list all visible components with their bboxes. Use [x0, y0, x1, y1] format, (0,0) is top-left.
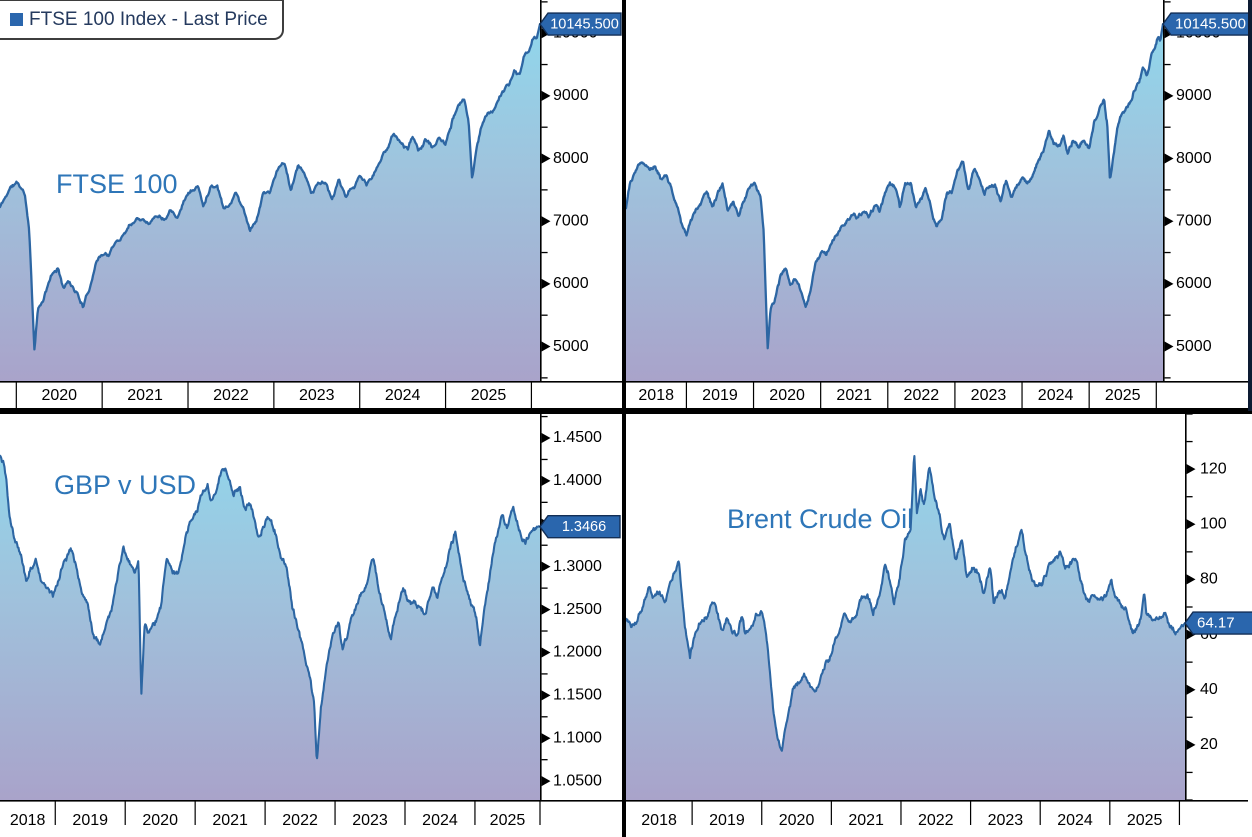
svg-text:2019: 2019 — [702, 387, 738, 404]
svg-text:20: 20 — [1200, 736, 1218, 753]
x-axis: 2018 2019 2020 2021 2022 2023 2024 2025 — [626, 381, 1248, 408]
ftse-100-chart-left[interactable]: FTSE 10050006000700080009000100002020202… — [0, 0, 622, 408]
legend-label: FTSE 100 Index - Last Price — [29, 8, 268, 30]
svg-text:2021: 2021 — [836, 387, 872, 404]
svg-text:2020: 2020 — [769, 387, 805, 404]
chart-title: FTSE 100 — [56, 169, 178, 199]
last-price-badge: 64.17 — [1184, 611, 1252, 635]
svg-text:40: 40 — [1200, 681, 1218, 698]
price-line — [626, 454, 1185, 752]
y-axis: 20406080100120 — [1185, 413, 1227, 801]
svg-text:2022: 2022 — [213, 387, 249, 404]
chart-title: Brent Crude Oil — [727, 504, 913, 534]
svg-text:100: 100 — [1200, 516, 1227, 533]
legend-series-marker-icon — [10, 13, 23, 26]
panel-divider-vertical — [622, 0, 626, 837]
svg-text:1.0500: 1.0500 — [553, 772, 602, 789]
svg-text:10145.500: 10145.500 — [1175, 16, 1246, 33]
svg-text:2019: 2019 — [709, 812, 745, 829]
svg-text:2024: 2024 — [1057, 812, 1093, 829]
x-axis: 2018 2019 2020 2021 2022 2023 2024 2025 — [626, 800, 1248, 829]
svg-text:2023: 2023 — [352, 812, 388, 829]
svg-text:7000: 7000 — [1176, 212, 1212, 229]
svg-text:2025: 2025 — [1105, 387, 1141, 404]
svg-text:1.1500: 1.1500 — [553, 687, 602, 704]
svg-text:7000: 7000 — [553, 212, 589, 229]
svg-text:2023: 2023 — [971, 387, 1007, 404]
svg-text:2021: 2021 — [848, 812, 884, 829]
svg-text:6000: 6000 — [553, 275, 589, 292]
area-fill — [626, 24, 1163, 381]
svg-text:2025: 2025 — [471, 387, 507, 404]
svg-text:2022: 2022 — [918, 812, 954, 829]
svg-text:2024: 2024 — [1038, 387, 1074, 404]
svg-text:6000: 6000 — [1176, 275, 1212, 292]
svg-text:80: 80 — [1200, 571, 1218, 588]
price-line — [0, 454, 540, 760]
svg-text:1.3000: 1.3000 — [553, 558, 602, 575]
y-axis: 1.05001.10001.15001.20001.25001.30001.35… — [540, 414, 602, 800]
svg-text:2020: 2020 — [142, 812, 178, 829]
svg-text:2024: 2024 — [422, 812, 458, 829]
svg-text:8000: 8000 — [553, 150, 589, 167]
area-fill — [0, 455, 540, 800]
svg-text:1.3466: 1.3466 — [562, 519, 606, 535]
svg-text:1.4000: 1.4000 — [553, 472, 602, 489]
panel-divider-horizontal — [0, 408, 1252, 414]
svg-text:2024: 2024 — [385, 387, 421, 404]
y-axis: 5000600070008000900010000 — [1163, 0, 1221, 381]
svg-text:9000: 9000 — [1176, 87, 1212, 104]
svg-text:120: 120 — [1200, 460, 1227, 477]
area-fill — [0, 24, 540, 381]
svg-text:64.17: 64.17 — [1197, 615, 1235, 632]
last-price-badge: 1.3466 — [539, 515, 621, 539]
y-axis: 5000600070008000900010000 — [540, 0, 598, 381]
svg-text:2020: 2020 — [41, 387, 77, 404]
ftse-100-chart-right[interactable]: 5000600070008000900010000201820192020202… — [626, 0, 1252, 408]
legend-box[interactable]: FTSE 100 Index - Last Price — [0, 0, 284, 40]
x-axis: 2018 2019 2020 2021 2022 2023 2024 2025 — [0, 800, 622, 829]
svg-text:1.4500: 1.4500 — [553, 429, 602, 446]
svg-text:2019: 2019 — [72, 812, 108, 829]
svg-text:2025: 2025 — [490, 812, 526, 829]
window-edge — [1248, 0, 1252, 411]
svg-text:2022: 2022 — [904, 387, 940, 404]
svg-text:1.1000: 1.1000 — [553, 729, 602, 746]
svg-text:2023: 2023 — [988, 812, 1024, 829]
svg-text:8000: 8000 — [1176, 150, 1212, 167]
svg-text:5000: 5000 — [1176, 338, 1212, 355]
svg-text:1.2000: 1.2000 — [553, 644, 602, 661]
last-price-badge: 10145.500 — [539, 12, 622, 36]
svg-text:2020: 2020 — [779, 812, 815, 829]
svg-text:2018: 2018 — [10, 812, 46, 829]
svg-text:2018: 2018 — [641, 812, 677, 829]
chart-title: GBP v USD — [54, 470, 196, 500]
svg-text:2018: 2018 — [638, 387, 674, 404]
price-line — [626, 22, 1163, 350]
last-price-badge: 10145.500 — [1162, 12, 1252, 36]
brent-crude-chart[interactable]: Brent Crude Oil2040608010012020182019202… — [626, 413, 1252, 829]
x-axis: 2020 2021 2022 2023 2024 2025 — [0, 381, 622, 408]
svg-text:2021: 2021 — [127, 387, 163, 404]
svg-text:2023: 2023 — [299, 387, 335, 404]
svg-text:2022: 2022 — [282, 812, 318, 829]
svg-text:1.2500: 1.2500 — [553, 601, 602, 618]
svg-text:2025: 2025 — [1127, 812, 1163, 829]
svg-text:10145.500: 10145.500 — [550, 16, 619, 32]
svg-text:9000: 9000 — [553, 87, 589, 104]
price-line — [0, 22, 540, 351]
svg-text:5000: 5000 — [553, 338, 589, 355]
gbp-usd-chart[interactable]: GBP v USD 1.0500 1.1000 1.1500 1.2000 1.2500 1… — [0, 414, 622, 829]
svg-text:2021: 2021 — [212, 812, 248, 829]
area-fill — [626, 456, 1185, 800]
